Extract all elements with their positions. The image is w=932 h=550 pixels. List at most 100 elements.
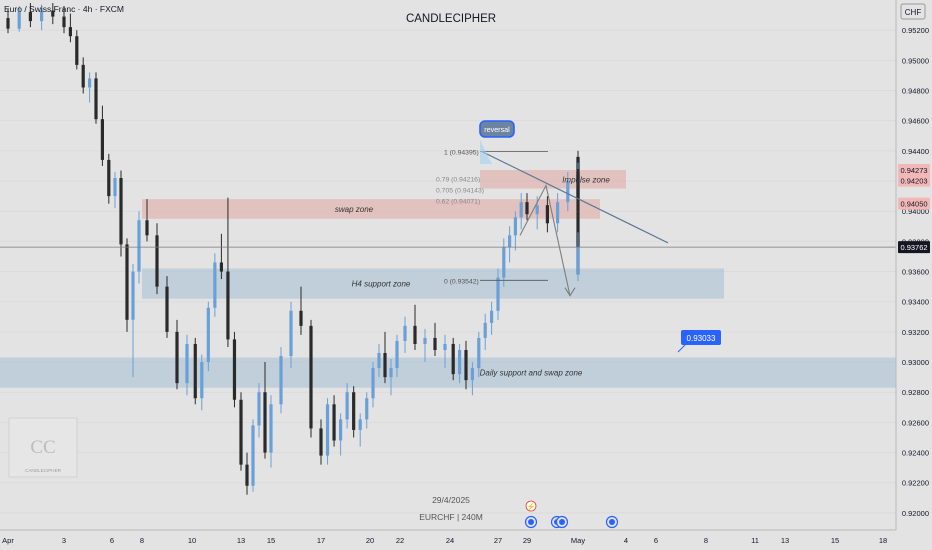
- event-markers[interactable]: ⚡: [524, 500, 619, 529]
- candle-body: [389, 368, 393, 378]
- candle-body: [403, 325, 407, 341]
- candle-body: [358, 419, 362, 430]
- candle-body: [125, 244, 129, 320]
- time-tick-label: 15: [267, 536, 275, 545]
- time-tick-label: 4: [624, 536, 628, 545]
- candle-body: [279, 356, 283, 405]
- fib-label: 0.62 (0.94071): [436, 198, 480, 205]
- price-tick-label: 0.95200: [902, 26, 929, 35]
- trendline: [481, 151, 669, 244]
- time-tick-label: 6: [654, 536, 658, 545]
- candle-body: [508, 235, 512, 248]
- price-axis-label: 0.93762: [900, 243, 927, 252]
- target-label: 0.93033: [687, 334, 716, 343]
- candle-body: [40, 10, 44, 22]
- candle-body: [576, 247, 580, 260]
- reversal-wedge: [480, 140, 492, 164]
- footer-symbol: EURCHF | 240M: [419, 512, 483, 522]
- time-tick-label: 3: [62, 536, 66, 545]
- candle-body: [131, 271, 135, 320]
- candle-body: [113, 178, 117, 197]
- fib-label: 0.79 (0.94216): [436, 177, 480, 184]
- candle-body: [339, 419, 343, 441]
- candle-body: [299, 310, 303, 326]
- candle-body: [502, 247, 506, 278]
- symbol-title[interactable]: Euro / Swiss Franc · 4h · FXCM: [4, 4, 124, 14]
- price-tick-label: 0.94800: [902, 87, 929, 96]
- price-axis[interactable]: [896, 0, 932, 550]
- price-tick-label: 0.92600: [902, 418, 929, 427]
- zone-rect: [142, 199, 600, 219]
- time-tick-label: May: [571, 536, 585, 545]
- flash-event-glyph: ⚡: [527, 502, 536, 511]
- event-marker-dot: [609, 519, 615, 525]
- candle-body: [88, 78, 92, 88]
- candle-body: [451, 343, 455, 375]
- fib-label: 1 (0.94395): [444, 150, 479, 157]
- candle-body: [6, 18, 10, 29]
- candle-body: [458, 349, 462, 375]
- time-tick-label: 8: [704, 536, 708, 545]
- candle-body: [137, 220, 141, 272]
- candle-body: [81, 64, 85, 88]
- candle-body: [566, 181, 570, 203]
- time-tick-label: 10: [188, 536, 196, 545]
- price-tick-label: 0.95000: [902, 56, 929, 65]
- candle-body: [365, 398, 369, 420]
- candle-body: [107, 159, 111, 197]
- reversal-label: reversal: [484, 125, 510, 134]
- candle-body: [269, 404, 273, 453]
- candle-body: [206, 307, 210, 363]
- candle-body: [119, 178, 123, 245]
- candle-body: [464, 349, 468, 381]
- candle-body: [94, 78, 98, 120]
- time-tick-label: 24: [446, 536, 454, 545]
- candle-body: [245, 464, 249, 486]
- candle-body: [383, 353, 387, 378]
- price-tick-label: 0.94400: [902, 147, 929, 156]
- candle-body: [325, 404, 330, 456]
- candle-body: [576, 174, 580, 212]
- zone-rect: [480, 170, 626, 189]
- candle-body: [513, 217, 517, 236]
- time-tick-label: Apr: [2, 536, 14, 545]
- fib-label: 0.705 (0.94143): [436, 188, 484, 195]
- price-axis-label-box: [898, 241, 930, 254]
- drawings-layer: 1 (0.94395) 0.79 (0.94216) 0.705 (0.94143)…: [0, 120, 896, 353]
- candle-body: [257, 392, 261, 426]
- candles-layer: [6, 3, 580, 495]
- zone-label: Impulse zone: [562, 175, 610, 184]
- time-tick-label: 27: [494, 536, 502, 545]
- price-tick-label: 0.92200: [902, 479, 929, 488]
- price-tick-label: 0.93000: [902, 358, 929, 367]
- candle-body: [100, 119, 104, 160]
- candle-body: [62, 16, 66, 28]
- candle-body: [371, 368, 375, 399]
- zone-rect: [142, 268, 724, 299]
- candle-body: [433, 337, 437, 350]
- candle-body: [213, 262, 217, 308]
- zones-layer: [0, 170, 896, 388]
- candle-body: [332, 404, 336, 441]
- candle-body: [470, 368, 474, 381]
- zone-label: swap zone: [335, 205, 374, 214]
- candle-body: [17, 12, 21, 29]
- candle-body: [395, 340, 399, 369]
- candle-body: [263, 392, 267, 453]
- zone-labels-layer: swap zone Impulse zone H4 support zone Dail…: [335, 175, 610, 377]
- candle-body: [145, 220, 149, 236]
- candle-body: [483, 322, 487, 338]
- price-ticks: 0.95200 0.95000 0.94800 0.94600 0.94400 0.942…: [898, 26, 930, 518]
- price-axis-label-box: [898, 197, 930, 210]
- target-badge: [681, 330, 721, 345]
- footer-date: 29/4/2025: [432, 495, 470, 505]
- candle-body: [75, 36, 79, 65]
- time-tick-label: 11: [751, 536, 759, 545]
- price-tick-label: 0.94600: [902, 117, 929, 126]
- currency-badge[interactable]: [900, 3, 926, 20]
- time-tick-label: 13: [237, 536, 245, 545]
- candle-body: [51, 10, 55, 17]
- time-tick-label: 22: [396, 536, 404, 545]
- candle-body: [545, 205, 549, 224]
